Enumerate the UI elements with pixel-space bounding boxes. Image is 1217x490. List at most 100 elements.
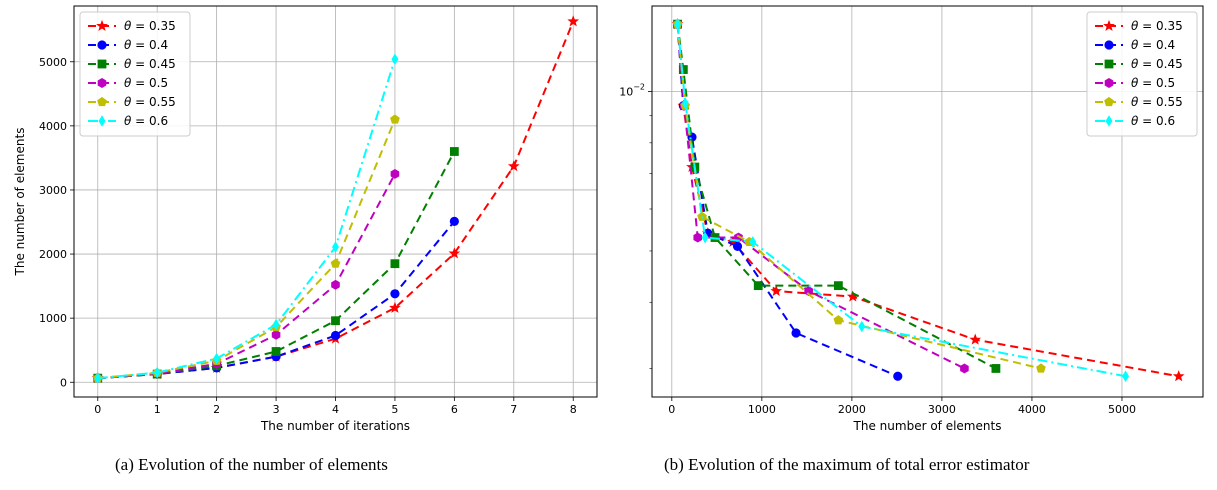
data-point	[770, 284, 783, 297]
legend-label: θ = 0.55	[1131, 95, 1183, 109]
x-tick-label: 1	[154, 403, 161, 416]
data-point	[833, 315, 844, 325]
y-tick-label: 5000	[39, 56, 67, 69]
legend-marker	[97, 59, 107, 69]
legend-label: θ = 0.6	[1131, 114, 1175, 128]
chart-elements-vs-iterations: 0 1 2 3 4 5 6 7 8 0 1000 2000 3000 4000 5000 The number…	[13, 5, 598, 433]
data-point	[153, 366, 161, 379]
data-point	[791, 328, 801, 338]
data-point	[507, 160, 520, 172]
data-point	[271, 347, 281, 356]
y-tick-label: 1000	[39, 312, 67, 325]
data-point	[331, 279, 340, 290]
legend-label: θ = 0.55	[124, 95, 176, 109]
data-point	[390, 114, 400, 124]
series-0.6	[674, 18, 1130, 383]
legend-marker	[1105, 115, 1113, 127]
legend-label: θ = 0.45	[124, 57, 176, 71]
x-tick-label: 4	[332, 403, 339, 416]
legend-marker	[96, 19, 108, 31]
data-point	[449, 216, 459, 226]
y-tick-label: 3000	[39, 184, 67, 197]
legend-marker	[1104, 59, 1114, 69]
figure: 0 1 2 3 4 5 6 7 8 0 1000 2000 3000 4000 5000 The number…	[13, 5, 1204, 433]
y-tick-label: 2000	[39, 248, 67, 261]
data-point	[833, 281, 843, 291]
data-point	[732, 241, 743, 251]
legend-marker	[1104, 40, 1114, 50]
data-point	[331, 316, 340, 326]
legend-marker	[97, 78, 107, 88]
x-tick-label: 2000	[838, 403, 866, 416]
x-tick-label: 0	[94, 403, 101, 416]
y-tick-label: 4000	[39, 120, 67, 133]
legend-label: θ = 0.45	[1131, 57, 1183, 71]
caption-a: (a) Evolution of the number of elements	[115, 455, 388, 474]
data-point	[332, 241, 339, 253]
legend-label: θ = 0.35	[1131, 19, 1183, 33]
data-point	[94, 372, 102, 384]
series-0.6	[94, 53, 399, 384]
data-point	[330, 258, 341, 268]
data-point	[448, 247, 461, 259]
data-point	[960, 363, 969, 374]
legend-marker	[97, 40, 107, 50]
data-point	[330, 330, 341, 341]
x-tick-label: 6	[451, 403, 458, 416]
x-tick-label: 5000	[1108, 403, 1136, 416]
data-point	[390, 289, 400, 299]
legend-label: θ = 0.6	[124, 114, 168, 128]
data-point	[893, 371, 903, 381]
data-point	[693, 232, 703, 243]
x-tick-label: 5	[391, 403, 398, 416]
data-point	[858, 320, 866, 333]
legend-marker	[98, 115, 106, 127]
series-line	[676, 24, 1042, 370]
plot-frame	[73, 5, 598, 398]
x-tick-label: 7	[510, 403, 517, 416]
legend-marker	[1104, 78, 1114, 88]
x-tick-label: 2	[213, 403, 220, 416]
legend-box	[1086, 11, 1198, 137]
grid	[74, 6, 597, 397]
legend-label: θ = 0.5	[1131, 76, 1175, 90]
legend-marker	[1103, 19, 1115, 31]
data-point	[1172, 370, 1185, 382]
data-point	[1036, 363, 1046, 373]
chart-error-vs-elements: 0 1000 2000 3000 4000 5000 10−2 The number of e…	[619, 5, 1204, 433]
data-point	[272, 318, 280, 331]
series-0.5	[673, 19, 969, 374]
data-point	[991, 364, 1001, 373]
y-axis-label: The number of elements	[13, 128, 27, 277]
legend-label: θ = 0.4	[1131, 38, 1175, 52]
data-point	[749, 236, 757, 248]
legend: θ = 0.35 θ = 0.4 θ = 0.45 θ = 0.5 θ = 0.55 θ …	[79, 11, 191, 137]
data-point	[697, 211, 707, 221]
x-tick-label: 3000	[928, 403, 956, 416]
x-tick-label: 0	[668, 403, 675, 416]
series-line	[97, 58, 396, 380]
x-tick-label: 4000	[1018, 403, 1046, 416]
data-point	[674, 18, 682, 30]
legend-label: θ = 0.5	[124, 76, 168, 90]
data-point	[753, 281, 763, 291]
legend-marker	[97, 96, 107, 107]
series-0.55	[672, 19, 1046, 373]
data-point	[701, 231, 709, 244]
series-line	[676, 24, 965, 370]
data-point	[390, 259, 400, 269]
data-point	[390, 168, 400, 179]
data-point	[271, 329, 281, 340]
legend: θ = 0.35 θ = 0.4 θ = 0.45 θ = 0.5 θ = 0.55 θ …	[1086, 11, 1198, 137]
caption-b: (b) Evolution of the maximum of total er…	[664, 455, 1030, 474]
series-0.5	[93, 168, 400, 384]
x-axis-label: The number of elements	[853, 419, 1002, 433]
legend-box	[79, 11, 191, 137]
x-tick-label: 8	[570, 403, 577, 416]
data-point	[969, 333, 982, 345]
data-point	[213, 352, 221, 365]
x-tick-label: 3	[273, 403, 280, 416]
series-line	[97, 173, 396, 380]
x-axis-label: The number of iterations	[260, 419, 410, 433]
legend-label: θ = 0.4	[124, 38, 168, 52]
